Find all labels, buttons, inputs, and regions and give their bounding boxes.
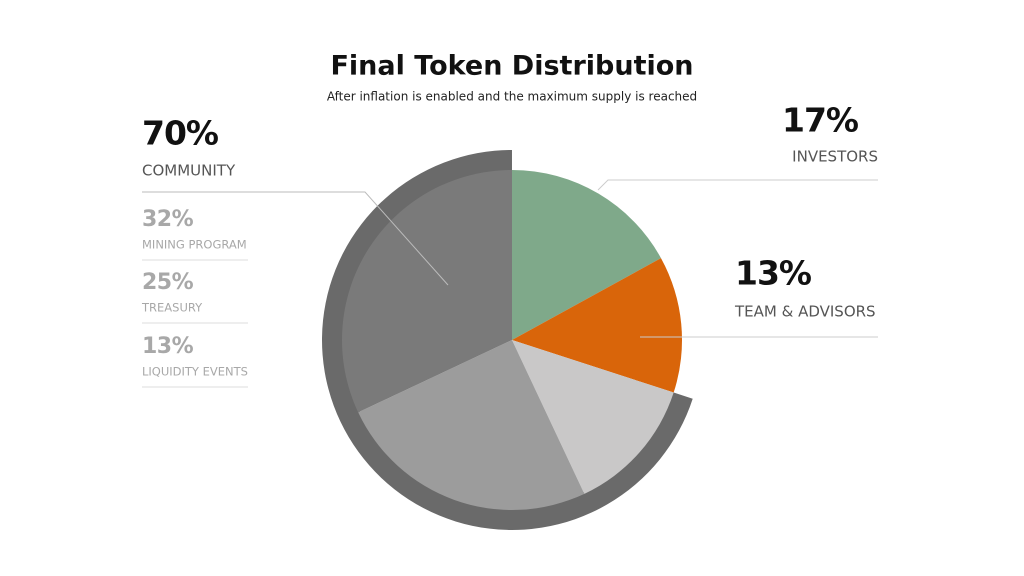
labels: 70% COMMUNITY 17% INVESTORS 13% TEAM & ADVI… <box>141 101 878 388</box>
leader-line <box>142 191 449 286</box>
chart-subtitle: After inflation is enabled and the maxim… <box>327 90 697 104</box>
value-label: 17% <box>782 101 859 140</box>
value-label: 13% <box>142 334 194 359</box>
leader-line <box>597 179 878 191</box>
group-name: COMMUNITY <box>142 162 236 180</box>
group-value-label: 70% <box>142 114 219 153</box>
category-label: LIQUIDITY EVENTS <box>142 365 248 379</box>
pie-slice <box>342 170 512 413</box>
pie-slice <box>358 340 585 510</box>
value-label: 32% <box>142 207 194 232</box>
category-label: TEAM & ADVISORS <box>734 303 876 321</box>
category-label: TREASURY <box>141 301 203 315</box>
category-label: MINING PROGRAM <box>142 238 247 252</box>
category-label: INVESTORS <box>792 148 878 166</box>
value-label: 25% <box>142 270 194 295</box>
pie-slice <box>512 258 682 393</box>
chart-title: Final Token Distribution <box>330 51 693 82</box>
pie-slice <box>512 170 661 340</box>
pie <box>322 150 693 530</box>
pie-slice <box>512 340 674 494</box>
value-label: 13% <box>735 254 812 293</box>
